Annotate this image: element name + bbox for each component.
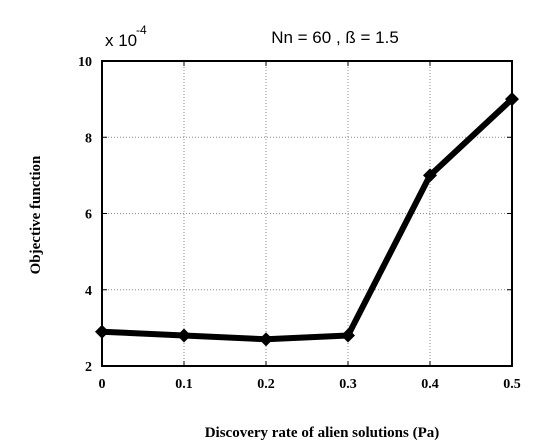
data-point xyxy=(423,168,437,183)
x-tick-label: 0.2 xyxy=(257,377,275,392)
y-tick-label: 8 xyxy=(85,131,92,146)
y-axis-label: Objective function xyxy=(28,155,44,274)
x-tick-label: 0 xyxy=(99,377,106,392)
series-line xyxy=(101,96,515,343)
x-tick-label: 0.4 xyxy=(421,377,439,392)
y-tick-label: 10 xyxy=(78,55,92,70)
y-tick-label: 4 xyxy=(85,284,92,299)
y-multiplier-base: x 10 xyxy=(105,31,137,50)
data-point xyxy=(177,328,191,343)
y-tick-label: 6 xyxy=(85,208,92,223)
chart-title: Nn = 60 , ß = 1.5 xyxy=(271,28,399,47)
data-point xyxy=(341,328,355,343)
x-axis-label: Discovery rate of alien solutions (Pa) xyxy=(205,425,440,441)
grid xyxy=(102,61,512,366)
series-group xyxy=(95,92,519,347)
x-tick-label: 0.5 xyxy=(503,377,521,392)
x-tick-label: 0.1 xyxy=(175,377,193,392)
data-point xyxy=(259,332,273,347)
x-tick-label: 0.3 xyxy=(339,377,357,392)
ticks: 0 0.1 0.2 0.3 0.4 0.5 2 4 6 8 10 xyxy=(78,55,521,392)
y-tick-label: 2 xyxy=(85,360,92,375)
y-multiplier-exponent: -4 xyxy=(136,23,147,37)
